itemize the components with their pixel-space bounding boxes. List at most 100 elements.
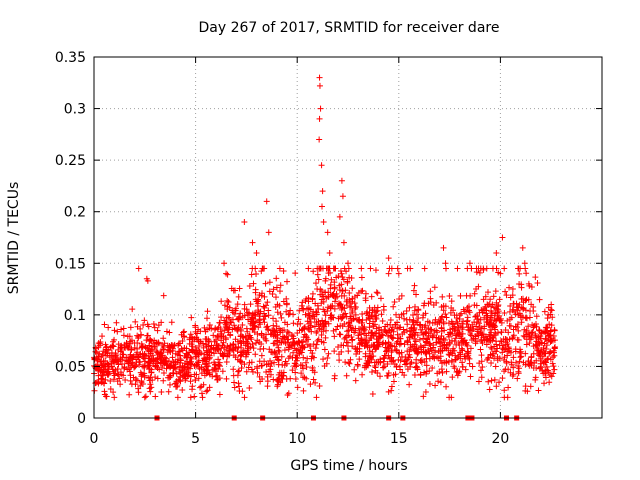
data-point bbox=[549, 360, 556, 367]
data-point bbox=[200, 355, 207, 362]
data-point bbox=[393, 311, 400, 318]
data-point bbox=[266, 288, 273, 295]
data-point bbox=[511, 308, 518, 315]
data-point bbox=[345, 319, 352, 326]
data-point bbox=[225, 299, 232, 306]
data-point bbox=[396, 324, 403, 331]
data-point bbox=[449, 347, 456, 354]
data-point bbox=[267, 330, 274, 337]
data-point bbox=[342, 359, 349, 366]
data-point bbox=[534, 345, 541, 352]
data-point bbox=[474, 326, 481, 333]
data-point bbox=[233, 344, 240, 351]
data-point bbox=[128, 359, 135, 366]
data-point bbox=[226, 345, 233, 352]
data-point bbox=[370, 332, 377, 339]
data-point bbox=[445, 351, 452, 358]
data-points bbox=[91, 74, 559, 421]
data-point bbox=[403, 308, 410, 315]
y-axis-label: SRMTID / TECUs bbox=[6, 182, 22, 295]
data-point bbox=[280, 267, 287, 274]
data-point bbox=[541, 308, 548, 315]
data-point bbox=[241, 361, 248, 368]
data-point bbox=[499, 375, 506, 382]
data-point bbox=[95, 378, 102, 385]
data-point bbox=[545, 355, 552, 362]
data-point bbox=[410, 317, 417, 324]
data-point bbox=[183, 345, 190, 352]
data-point bbox=[327, 304, 334, 311]
data-point bbox=[423, 328, 430, 335]
data-point bbox=[417, 371, 424, 378]
data-point bbox=[463, 292, 470, 299]
data-point-spike bbox=[326, 249, 333, 256]
data-point bbox=[385, 339, 392, 346]
data-point bbox=[518, 284, 525, 291]
data-point bbox=[195, 375, 202, 382]
data-point bbox=[149, 352, 156, 359]
data-point bbox=[439, 369, 446, 376]
data-point bbox=[469, 363, 476, 370]
data-point bbox=[331, 333, 338, 340]
data-point bbox=[147, 374, 154, 381]
data-point bbox=[107, 378, 114, 385]
data-point bbox=[473, 302, 480, 309]
data-point bbox=[418, 344, 425, 351]
y-tick-label: 0.05 bbox=[55, 359, 86, 375]
data-point bbox=[265, 312, 272, 319]
data-point bbox=[135, 389, 142, 396]
data-point bbox=[475, 378, 482, 385]
data-point bbox=[543, 346, 550, 353]
x-axis-label: GPS time / hours bbox=[290, 458, 407, 474]
data-point bbox=[487, 314, 494, 321]
data-point bbox=[534, 350, 541, 357]
data-point bbox=[454, 320, 461, 327]
data-point bbox=[160, 358, 167, 365]
data-point bbox=[415, 306, 422, 313]
data-point bbox=[296, 307, 303, 314]
data-point bbox=[348, 333, 355, 340]
data-point bbox=[178, 345, 185, 352]
data-point bbox=[349, 336, 356, 343]
data-point bbox=[369, 329, 376, 336]
data-point bbox=[260, 345, 267, 352]
data-point bbox=[343, 339, 350, 346]
data-point bbox=[216, 391, 223, 398]
data-point bbox=[313, 319, 320, 326]
data-point bbox=[422, 389, 429, 396]
data-point bbox=[251, 309, 258, 316]
data-point bbox=[459, 347, 466, 354]
data-point bbox=[181, 352, 188, 359]
data-point bbox=[120, 325, 127, 332]
data-point bbox=[98, 371, 105, 378]
data-point bbox=[401, 315, 408, 322]
data-point bbox=[167, 348, 174, 355]
data-point bbox=[146, 385, 153, 392]
data-point bbox=[138, 344, 145, 351]
data-point bbox=[157, 350, 164, 357]
data-point bbox=[223, 375, 230, 382]
data-point bbox=[432, 382, 439, 389]
data-point bbox=[311, 369, 318, 376]
data-point bbox=[474, 331, 481, 338]
data-point bbox=[300, 354, 307, 361]
data-point bbox=[196, 343, 203, 350]
data-point bbox=[523, 315, 530, 322]
data-point bbox=[351, 329, 358, 336]
data-point-spike bbox=[318, 162, 325, 169]
data-point bbox=[299, 362, 306, 369]
data-point bbox=[366, 348, 373, 355]
data-point bbox=[390, 378, 397, 385]
data-point bbox=[368, 293, 375, 300]
data-point bbox=[418, 359, 425, 366]
data-point bbox=[289, 338, 296, 345]
data-point bbox=[506, 284, 513, 291]
data-point bbox=[287, 353, 294, 360]
data-point bbox=[464, 324, 471, 331]
data-point bbox=[437, 340, 444, 347]
data-point bbox=[382, 328, 389, 335]
data-point bbox=[546, 332, 553, 339]
data-point bbox=[316, 325, 323, 332]
data-point bbox=[194, 330, 201, 337]
data-point bbox=[358, 265, 365, 272]
